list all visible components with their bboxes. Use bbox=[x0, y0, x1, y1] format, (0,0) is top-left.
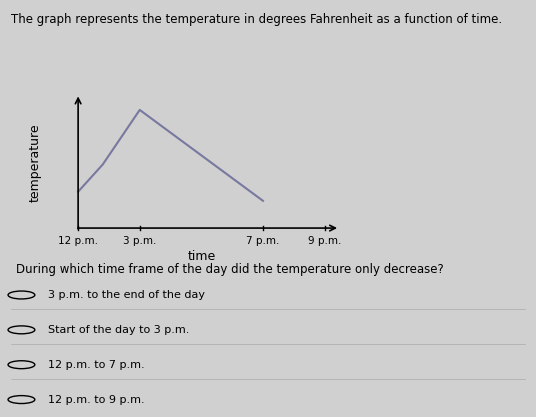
Text: 9 p.m.: 9 p.m. bbox=[308, 236, 341, 246]
Text: 12 p.m. to 9 p.m.: 12 p.m. to 9 p.m. bbox=[48, 394, 145, 404]
Text: 7 p.m.: 7 p.m. bbox=[246, 236, 280, 246]
Text: temperature: temperature bbox=[28, 123, 41, 202]
Text: 3 p.m. to the end of the day: 3 p.m. to the end of the day bbox=[48, 290, 205, 300]
Text: 3 p.m.: 3 p.m. bbox=[123, 236, 157, 246]
Text: time: time bbox=[187, 250, 215, 263]
Text: Start of the day to 3 p.m.: Start of the day to 3 p.m. bbox=[48, 325, 190, 335]
Text: During which time frame of the day did the temperature only decrease?: During which time frame of the day did t… bbox=[16, 263, 444, 276]
Text: 12 p.m. to 7 p.m.: 12 p.m. to 7 p.m. bbox=[48, 360, 145, 370]
Text: 12 p.m.: 12 p.m. bbox=[58, 236, 98, 246]
Text: The graph represents the temperature in degrees Fahrenheit as a function of time: The graph represents the temperature in … bbox=[11, 13, 502, 25]
